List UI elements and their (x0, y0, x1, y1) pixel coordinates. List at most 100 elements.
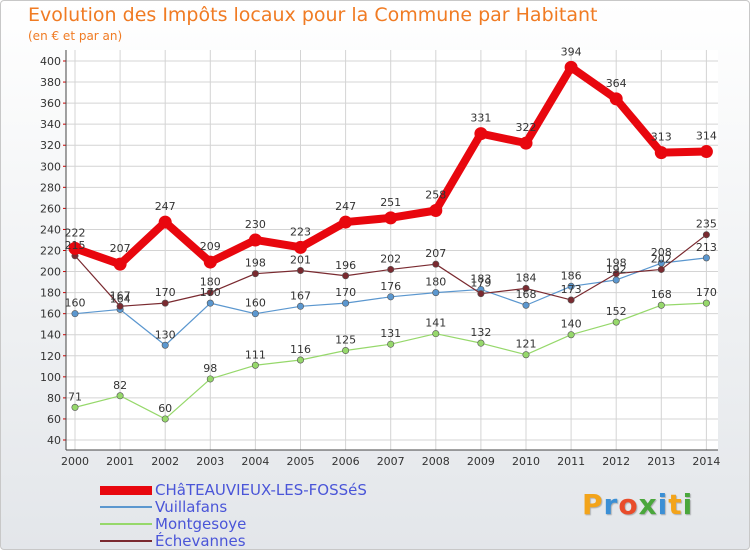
data-label: 314 (696, 130, 717, 143)
series-3 (71, 231, 710, 310)
data-point (248, 233, 262, 247)
logo-letter: P (582, 488, 604, 521)
legend-swatch (100, 506, 152, 508)
data-label: 183 (470, 272, 491, 285)
y-tick-label: 400 (40, 55, 61, 68)
y-tick-label: 200 (40, 266, 61, 279)
data-point (474, 127, 488, 141)
y-tick-label: 380 (40, 76, 61, 89)
data-point (339, 215, 353, 229)
y-tick-label: 60 (47, 413, 61, 426)
axes: 40 60 80 100 120 140 160 180 200 220 240 260 280 300 3… (40, 50, 720, 468)
data-label: 179 (470, 277, 491, 290)
data-point (296, 267, 304, 275)
data-point (342, 347, 350, 355)
data-point (567, 296, 575, 304)
data-label: 313 (651, 131, 672, 144)
y-tick-label: 160 (40, 308, 61, 321)
proxiti-logo: Proxiti (582, 488, 693, 521)
data-point (477, 339, 485, 347)
data-label: 71 (68, 390, 82, 403)
data-label: 132 (470, 326, 491, 339)
logo-letter: x (638, 488, 658, 521)
y-tick-label: 360 (40, 97, 61, 110)
x-tick-label: 2004 (241, 455, 269, 468)
y-tick-label: 40 (47, 434, 61, 447)
data-label: 215 (65, 239, 86, 252)
logo-letter: i (682, 488, 694, 521)
y-tick-label: 100 (40, 371, 61, 384)
data-point (612, 318, 620, 326)
y-tick-label: 280 (40, 181, 61, 194)
data-label: 116 (290, 343, 311, 356)
y-tick-label: 120 (40, 350, 61, 363)
data-point (158, 215, 172, 229)
data-label: 223 (290, 225, 311, 238)
y-tick-label: 240 (40, 223, 61, 236)
data-point (609, 92, 623, 106)
x-tick-label: 2007 (377, 455, 405, 468)
data-labels: 222 207 247 209 230 223 247 251 258 331 322 394 364 3… (65, 45, 717, 415)
data-point (477, 290, 485, 298)
x-tick-label: 2001 (106, 455, 134, 468)
data-label: 331 (470, 112, 491, 125)
y-tick-label: 320 (40, 139, 61, 152)
data-label: 180 (425, 276, 446, 289)
chart-title: Evolution des Impôts locaux pour la Comm… (28, 4, 598, 26)
data-point (296, 302, 304, 310)
x-tick-label: 2000 (61, 455, 89, 468)
legend-label: Montgesoye (155, 515, 247, 533)
data-point (206, 299, 214, 307)
data-label: 152 (606, 305, 627, 318)
chart-subtitle: (en € et par an) (28, 29, 123, 43)
legend-swatch (100, 540, 152, 542)
y-tick-label: 340 (40, 118, 61, 131)
data-label: 192 (606, 263, 627, 276)
y-tick-label: 140 (40, 329, 61, 342)
data-label: 184 (516, 271, 537, 284)
data-point (612, 270, 620, 278)
data-point (702, 231, 710, 239)
x-tick-label: 2014 (692, 455, 720, 468)
data-label: 235 (696, 218, 717, 231)
data-label: 230 (245, 218, 266, 231)
data-point (71, 403, 79, 411)
data-label: 164 (110, 292, 131, 305)
data-label: 186 (561, 269, 582, 282)
data-label: 131 (380, 327, 401, 340)
logo-letter: r (603, 488, 619, 521)
data-label: 222 (65, 226, 86, 239)
data-label: 140 (561, 318, 582, 331)
data-point (564, 60, 578, 74)
data-label: 160 (65, 297, 86, 310)
data-label: 82 (113, 379, 127, 392)
data-label: 125 (335, 334, 356, 347)
data-label: 202 (651, 252, 672, 265)
data-point (429, 203, 443, 217)
x-tick-label: 2009 (467, 455, 495, 468)
data-point (71, 310, 79, 318)
data-label: 170 (200, 286, 221, 299)
data-point (251, 361, 259, 369)
line-chart: 40 60 80 100 120 140 160 180 200 220 240 260 280 300 3… (40, 45, 720, 468)
x-tick-label: 2002 (151, 455, 179, 468)
data-point (161, 299, 169, 307)
data-point (612, 276, 620, 284)
legend-label: CHâTEAUVIEUX-LES-FOSSéS (155, 481, 367, 499)
y-tick-label: 300 (40, 160, 61, 173)
data-point (522, 351, 530, 359)
data-point (68, 241, 82, 255)
data-point (567, 282, 575, 290)
data-point (206, 375, 214, 383)
data-point (294, 240, 307, 254)
data-label: 213 (696, 241, 717, 254)
data-point (522, 301, 530, 309)
data-point (387, 340, 395, 348)
data-label: 168 (516, 288, 537, 301)
data-label: 60 (158, 402, 172, 415)
data-point (387, 293, 395, 301)
data-label: 364 (606, 77, 627, 90)
data-point (296, 356, 304, 364)
data-point (342, 299, 350, 307)
data-label: 196 (335, 259, 356, 272)
